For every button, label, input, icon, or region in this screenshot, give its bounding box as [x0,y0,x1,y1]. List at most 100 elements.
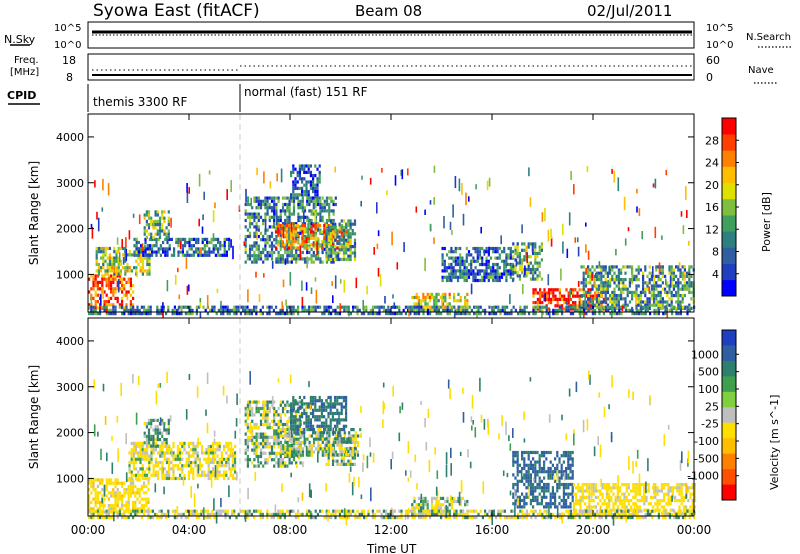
power-cell [552,291,555,295]
power-cell [489,246,493,251]
power-cell [572,301,575,305]
power-cell [292,186,295,190]
velocity-cell [107,491,110,495]
power-cell [582,278,585,282]
velocity-cell [270,435,274,439]
velocity-cell [323,453,327,457]
power-cell [536,291,539,295]
velocity-cell [139,473,142,477]
velocity-cell [266,416,269,420]
velocity-cell [281,464,285,468]
power-cell [409,305,412,309]
velocity-cell [107,478,110,482]
velocity-cell [435,496,438,500]
velocity-cell [345,424,348,428]
power-cell [655,268,658,272]
power-cell [467,262,471,267]
power-cell [104,269,107,273]
power-cell [441,275,444,279]
power-cell [606,271,609,275]
velocity-cell [135,444,138,449]
velocity-cell [231,448,234,452]
power-cell [164,250,167,254]
velocity-cell [426,503,429,507]
power-cell [99,312,102,316]
power-cell [162,250,165,254]
velocity-cell [161,464,164,468]
power-cell [580,265,583,269]
power-cell [275,202,278,207]
power-cell [474,278,477,283]
velocity-cell [216,448,219,452]
power-cell [609,271,612,275]
velocity-cell [352,437,355,441]
power-cell [611,305,614,309]
power-cell [415,206,418,213]
velocity-cell [270,458,274,462]
velocity-cell [94,494,97,498]
power-cell [606,290,609,294]
power-cell [128,266,131,270]
power-cell [683,287,686,291]
power-cell [125,305,128,309]
power-cell [561,294,564,298]
velocity-cell [139,444,142,449]
power-cell [268,238,271,242]
velocity-cell [168,467,171,471]
power-cell [116,237,119,245]
power-cell [584,306,587,310]
velocity-cell [323,408,326,412]
power-cell [448,305,451,309]
velocity-cell [135,476,138,481]
power-cell [184,240,187,245]
power-cell [631,281,634,285]
power-cell [558,288,561,292]
velocity-cell [446,496,449,500]
power-cell [351,222,354,226]
power-cell [143,213,146,217]
power-cell [642,274,645,278]
velocity-cell [176,454,179,458]
power-cell [582,300,585,304]
velocity-cell [420,503,423,507]
power-cell [661,281,664,285]
velocity-cell [207,470,210,474]
power-cell [101,280,104,284]
power-cell [446,312,449,316]
power-cell [554,288,557,292]
power-cell [244,244,247,248]
velocity-cell [90,491,93,495]
velocity-cell [148,444,151,449]
power-cell [476,272,479,276]
velocity-cell [529,460,532,464]
velocity-cell [525,473,528,477]
power-cell [223,253,226,257]
power-cell [129,312,132,316]
power-cell [628,265,631,269]
power-cell [160,312,163,316]
velocity-cell [255,438,258,443]
velocity-cell [198,441,201,445]
power-cell [299,218,302,223]
power-cell [161,229,164,233]
power-cell [251,212,254,216]
power-cell [317,202,320,207]
power-cell [441,269,444,273]
velocity-cell [146,451,149,455]
power-cell [314,190,317,194]
power-cell [266,238,269,242]
power-cell [356,305,359,309]
noise-left-tick-bottom: 10^0 [54,40,81,51]
power-cell [558,297,561,301]
velocity-cell [417,503,420,507]
power-cell [486,180,489,191]
power-cell [653,294,656,298]
velocity-cell [218,441,221,445]
power-cell [648,303,651,307]
power-cell [303,206,307,210]
power-cell [347,248,350,252]
velocity-cell [161,448,164,452]
power-cell [514,308,517,312]
power-cell [393,302,396,308]
power-cell [103,308,106,312]
